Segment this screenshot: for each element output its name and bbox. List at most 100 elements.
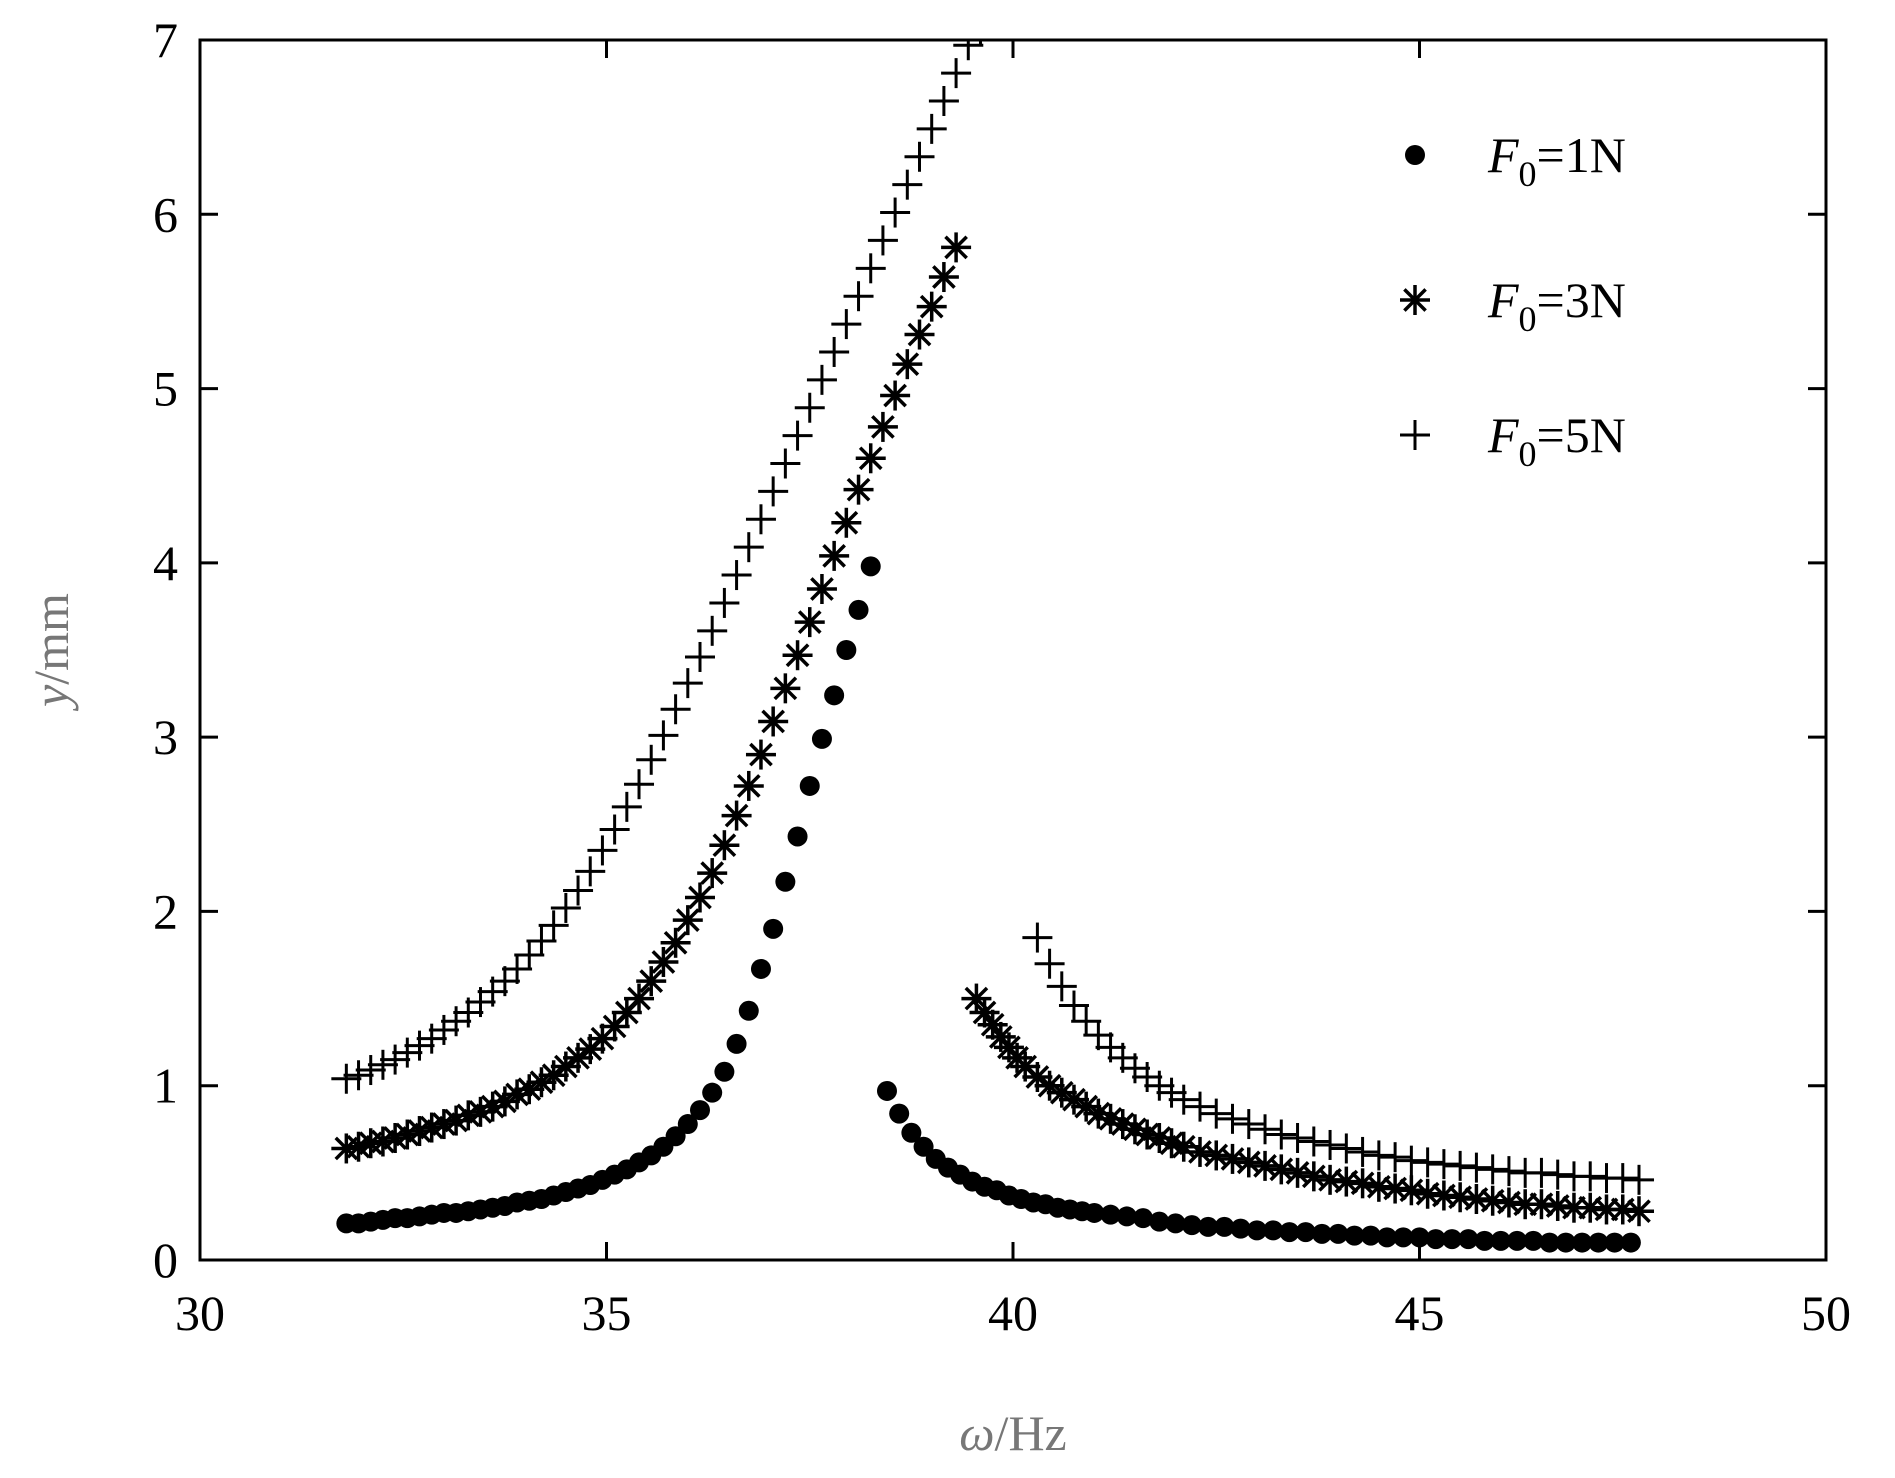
- data-point: [367, 1049, 398, 1080]
- data-point: [892, 349, 923, 380]
- data-point: [1380, 1142, 1411, 1173]
- y-tick-label: 6: [153, 186, 178, 242]
- data-point: [714, 1061, 735, 1082]
- data-point: [819, 540, 850, 571]
- legend-label-symbol: F: [1487, 127, 1519, 183]
- data-point: [1184, 1091, 1215, 1122]
- data-point: [1198, 1216, 1219, 1237]
- data-point: [1083, 1020, 1114, 1051]
- data-point: [660, 927, 691, 958]
- data-point: [913, 1136, 934, 1157]
- data-point: [1393, 1227, 1414, 1248]
- data-point: [721, 560, 752, 591]
- data-point: [1149, 1211, 1170, 1232]
- data-point: [953, 40, 984, 61]
- data-point: [1445, 1150, 1476, 1181]
- data-point: [1133, 1208, 1154, 1229]
- data-point: [1214, 1216, 1235, 1237]
- y-tick-label: 1: [153, 1058, 178, 1114]
- data-point: [928, 86, 959, 116]
- data-point: [1282, 1123, 1313, 1153]
- data-point: [1588, 1232, 1609, 1253]
- data-point: [355, 1055, 386, 1086]
- data-point: [1046, 971, 1077, 1002]
- data-point: [1168, 1084, 1199, 1115]
- data-point: [750, 958, 771, 979]
- data-point: [1542, 1159, 1573, 1190]
- x-axis-label-unit: /Hz: [995, 1405, 1067, 1461]
- data-point: [1250, 1114, 1281, 1145]
- data-point: [1230, 1218, 1251, 1239]
- y-tick-label: 4: [153, 535, 178, 591]
- data-point: [1376, 1227, 1397, 1248]
- data-point: [477, 1091, 508, 1122]
- data-point: [1263, 1220, 1284, 1241]
- series-1: [336, 556, 1641, 1253]
- data-point: [1144, 1123, 1175, 1153]
- data-point: [599, 814, 630, 845]
- data-point: [1083, 1098, 1114, 1129]
- data-point: [758, 476, 789, 507]
- data-point: [1116, 1206, 1137, 1227]
- data-point: [416, 1023, 447, 1054]
- data-point: [1014, 0, 1044, 27]
- data-point: [1095, 1103, 1126, 1134]
- legend-marker: [1400, 420, 1430, 450]
- data-point: [1607, 1163, 1638, 1194]
- data-point: [904, 141, 935, 172]
- data-point: [502, 1079, 533, 1110]
- data-point: [624, 983, 655, 1014]
- data-point: [1058, 990, 1089, 1021]
- x-axis-label-symbol: ω: [959, 1405, 994, 1461]
- y-tick-label: 2: [153, 883, 178, 939]
- data-point: [1295, 1222, 1316, 1243]
- data-point: [636, 966, 667, 997]
- data-point: [611, 791, 642, 822]
- y-axis-label: y/mm: [23, 593, 79, 712]
- y-axis-label-symbol: y: [23, 684, 79, 712]
- data-point: [880, 197, 911, 228]
- data-point: [775, 871, 796, 892]
- data-point: [1201, 1098, 1232, 1129]
- data-point: [1246, 1220, 1267, 1241]
- data-point: [745, 739, 776, 770]
- data-point: [806, 364, 837, 395]
- data-point: [1084, 1202, 1105, 1223]
- data-point: [1347, 1136, 1378, 1167]
- data-point: [343, 1060, 374, 1091]
- data-point: [836, 640, 857, 660]
- data-point: [526, 926, 557, 957]
- data-point: [811, 728, 832, 749]
- data-point: [677, 1114, 698, 1135]
- data-point: [1107, 1109, 1138, 1140]
- data-point: [648, 720, 679, 751]
- data-point: [665, 1126, 686, 1147]
- data-point: [1425, 1229, 1446, 1250]
- data-point: [489, 966, 520, 997]
- data-point: [787, 826, 808, 847]
- legend-label-subscript: 0: [1519, 434, 1537, 474]
- data-point: [380, 1044, 411, 1075]
- data-point: [848, 599, 869, 620]
- data-point: [904, 319, 935, 350]
- data-point: [1010, 1051, 1041, 1082]
- data-point: [799, 775, 820, 796]
- data-point: [697, 858, 728, 889]
- data-point: [538, 910, 569, 941]
- data-point: [867, 225, 898, 256]
- data-point: [684, 882, 715, 913]
- data-point: [1119, 1114, 1150, 1145]
- legend-label-subscript: 0: [1519, 299, 1537, 339]
- data-point: [1071, 1006, 1102, 1037]
- data-point: [916, 291, 947, 322]
- legend-label-symbol: F: [1487, 407, 1519, 463]
- data-point: [1034, 948, 1065, 979]
- data-point: [855, 443, 886, 474]
- data-point: [636, 744, 667, 775]
- data-point: [1458, 1229, 1479, 1250]
- data-point: [770, 673, 801, 704]
- data-point: [660, 694, 691, 725]
